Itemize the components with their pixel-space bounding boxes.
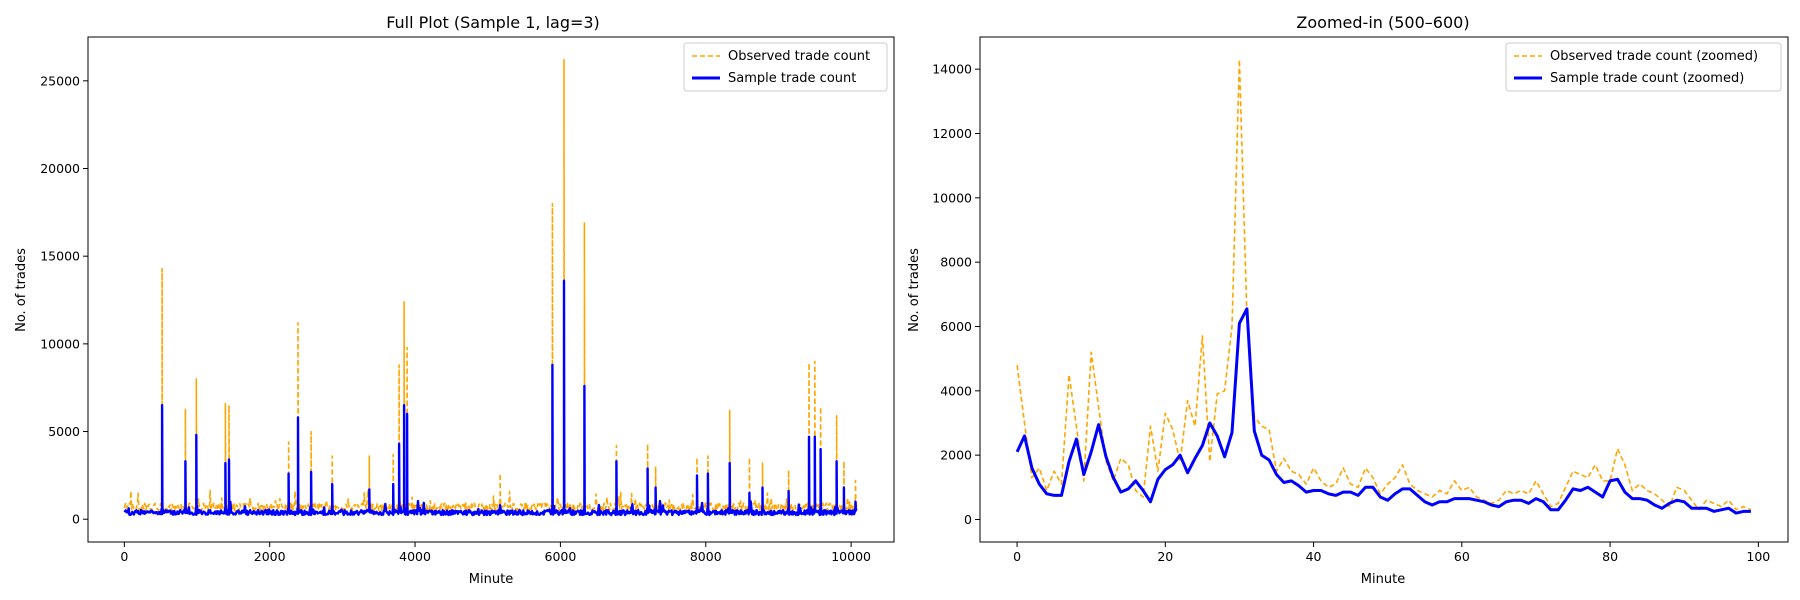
legend-observed-label: Observed trade count (728, 49, 870, 64)
zoomed-plot-x-tick-label: 0 (1013, 549, 1021, 564)
zoomed-plot-x-ticks: 0 20 40 60 80 100 (1013, 542, 1770, 564)
full-plot-legend: Observed trade count Sample trade count (683, 42, 888, 92)
full-plot-series-observed-line (123, 59, 858, 512)
zoomed-plot-x-tick-label: 20 (1157, 549, 1173, 564)
full-plot-x-ticks: 0 2000 4000 6000 8000 10000 (120, 542, 871, 564)
zoomed-plot-y-tick-label: 14000 (932, 62, 972, 77)
zoomed-plot-x-tick-label: 80 (1602, 549, 1618, 564)
full-plot-y-tick-label: 15000 (40, 249, 80, 264)
zoomed-plot-y-tick-label: 12000 (932, 126, 972, 141)
legend-sample-label: Sample trade count (728, 71, 856, 86)
zoomed-plot-y-tick-label: 10000 (932, 190, 972, 205)
zoomed-plot-legend-box (1505, 42, 1782, 92)
zoomed-plot-series-observed-line (1016, 58, 1752, 511)
zoomed-plot-x-tick-label: 60 (1454, 549, 1470, 564)
full-plot-y-ticks: 0 5000 10000 15000 20000 25000 (40, 73, 88, 527)
zoomed-plot-y-tick-label: 6000 (940, 319, 972, 334)
zoomed-plot-y-ticks: 0 2000 4000 6000 8000 10000 12000 14000 (932, 62, 980, 527)
zoomed-plot-legend: Observed trade count (zoomed) Sample tra… (1505, 42, 1782, 92)
zoomed-plot-x-tick-label: 100 (1746, 549, 1770, 564)
full-plot-x-tick-label: 0 (120, 549, 128, 564)
full-plot-title: Full Plot (Sample 1, lag=3) (386, 13, 600, 32)
zoomed-plot-y-tick-label: 2000 (940, 448, 972, 463)
zoomed-plot-y-axis-label: No. of trades (907, 248, 922, 332)
zoomed-plot-y-tick-label: 8000 (940, 255, 972, 270)
full-plot-x-tick-label: 10000 (831, 549, 871, 564)
full-plot-x-tick-label: 8000 (690, 549, 722, 564)
legend-observed-zoomed-label: Observed trade count (zoomed) (1550, 49, 1758, 64)
full-plot-y-axis-label: No. of trades (14, 248, 29, 332)
full-plot-x-axis-label: Minute (469, 572, 513, 587)
zoomed-plot-x-axis-label: Minute (1361, 572, 1405, 587)
full-plot-lines (123, 59, 858, 517)
zoomed-plot-chart: Zoomed-in (500–600) 0 20 40 60 80 100 0 2000 40… (907, 13, 1789, 587)
full-plot-y-tick-label: 20000 (40, 161, 80, 176)
zoomed-plot-frame (979, 36, 1789, 543)
full-plot-y-tick-label: 5000 (48, 424, 80, 439)
full-plot-y-tick-label: 0 (72, 512, 80, 527)
full-plot-x-tick-label: 4000 (399, 549, 431, 564)
full-plot-legend-box (683, 42, 888, 92)
full-plot-series-sample-line (123, 279, 858, 517)
full-plot-y-tick-label: 25000 (40, 73, 80, 88)
zoomed-plot-y-tick-label: 4000 (940, 383, 972, 398)
zoomed-plot-title: Zoomed-in (500–600) (1296, 13, 1469, 32)
zoomed-plot-lines (1015, 58, 1752, 515)
full-plot-x-tick-label: 2000 (254, 549, 286, 564)
zoomed-plot-y-tick-label: 0 (964, 512, 972, 527)
full-plot-chart: Full Plot (Sample 1, lag=3) 0 2000 4000 600… (14, 13, 895, 587)
full-plot-x-tick-label: 6000 (545, 549, 577, 564)
zoomed-plot-x-tick-label: 40 (1306, 549, 1322, 564)
full-plot-frame (87, 36, 895, 543)
zoomed-plot-series-sample-line (1015, 307, 1751, 515)
legend-sample-zoomed-label: Sample trade count (zoomed) (1550, 71, 1744, 86)
full-plot-y-tick-label: 10000 (40, 336, 80, 351)
